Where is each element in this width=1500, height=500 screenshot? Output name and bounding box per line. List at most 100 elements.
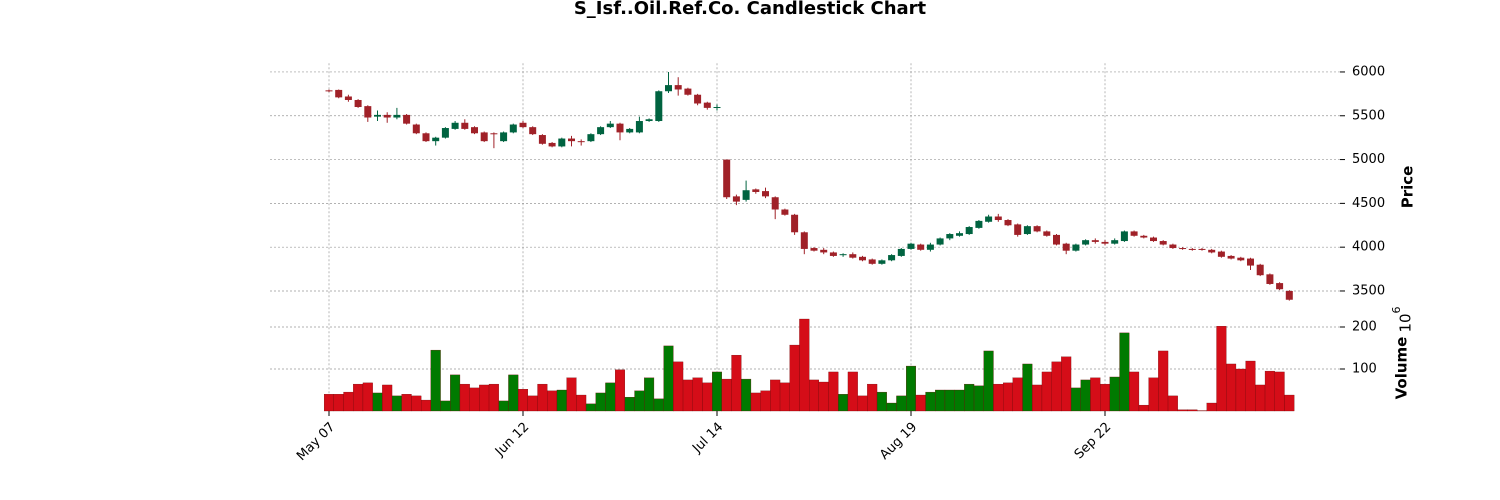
volume-bar [450,374,461,412]
volume-bar [459,383,470,412]
candle-body [674,85,682,90]
candle-body [965,227,973,235]
volume-bar [673,361,684,412]
candle-body [577,141,585,143]
candle-body [538,135,546,144]
volume-bar [440,400,451,412]
candle-body [548,142,556,147]
candle-body [451,122,459,129]
volume-bar [789,344,800,412]
candle-body [985,216,993,222]
candle-body [829,252,837,256]
volume-bar [556,389,567,412]
volume-bar [1032,384,1043,412]
candle-body [723,159,731,198]
candle-body [509,124,517,133]
candle-body [1004,220,1012,226]
candle-body [1208,249,1216,253]
volume-bar [1041,371,1052,412]
volume-bar [1216,326,1227,412]
candle-body [1198,248,1206,250]
candle-body [403,114,411,124]
volume-bar [818,381,829,412]
candle-body [616,123,624,133]
volume-bar [828,371,839,412]
volume-bar [867,383,878,412]
volume-bar [615,369,626,412]
candle-body [325,90,333,92]
candle-body [936,238,944,245]
candle-body [519,122,527,128]
volume-bar [799,318,810,412]
volume-bar [1158,350,1169,412]
candle-body [1130,231,1138,236]
candle-body [1091,240,1099,242]
candle-body [597,127,605,135]
candle-body [975,220,983,228]
candle-body [374,114,381,117]
volume-bar [653,398,664,412]
candle-body [1159,241,1167,245]
volume-bar [731,354,742,412]
volume-tick-label: 200 [1352,320,1377,335]
candle-body [917,244,925,250]
volume-bar [1274,371,1285,412]
candle-body [878,260,886,264]
volume-bar [1003,382,1014,412]
candle-body [1188,248,1196,250]
volume-bar [1245,360,1256,412]
volume-axis-label: Volume [1393,337,1411,400]
candle-body [791,214,799,233]
candle-body [441,128,449,138]
volume-bar [488,383,499,412]
volume-bar [682,379,693,412]
volume-bar [906,365,917,412]
volume-bar [925,391,936,412]
volume-bar [809,379,820,412]
volume-bar [1264,370,1275,412]
candle-body [1256,264,1264,276]
volume-bar [518,389,529,412]
candle-body [897,248,905,256]
candle-body [1266,274,1274,284]
volume-bar [343,391,354,412]
candle-body [732,196,740,202]
y-tick-label: 5000 [1352,152,1385,167]
volume-tick-label: 100 [1352,362,1377,377]
volume-bar [944,389,955,412]
volume-bar [479,384,490,412]
y-tick-label: 5500 [1352,108,1385,123]
volume-bar [1080,379,1091,412]
candle-body [907,243,915,249]
candle-body [1111,240,1119,244]
candle-body [480,132,488,142]
candle-body [1140,235,1148,238]
candle-body [771,197,779,210]
candle-body [412,124,420,134]
candle-body [849,254,857,258]
candle-body [868,259,876,264]
candle-body [762,191,769,197]
candle-body [344,96,352,100]
chart-title: S_Isf..Oil.Ref.Co. Candlestick Chart [574,0,927,19]
volume-bar [634,390,645,412]
volume-bar [401,394,412,412]
candle-body [1247,258,1254,266]
volume-bar [876,391,887,412]
volume-bar [576,394,587,412]
volume-bar [1284,394,1295,412]
candle-body [393,114,401,118]
candle-body [1237,257,1245,261]
candle-body [1043,231,1051,236]
volume-bar [712,371,723,412]
candle-body [335,89,343,98]
candle-body [1169,244,1177,249]
x-tick-label: May 07 [294,420,338,464]
volume-bar [896,395,907,412]
candle-body [1014,224,1022,235]
candle-body [354,99,362,108]
volume-bar [702,382,713,412]
candle-body [1285,290,1293,300]
y-tick-label: 6000 [1352,64,1385,79]
